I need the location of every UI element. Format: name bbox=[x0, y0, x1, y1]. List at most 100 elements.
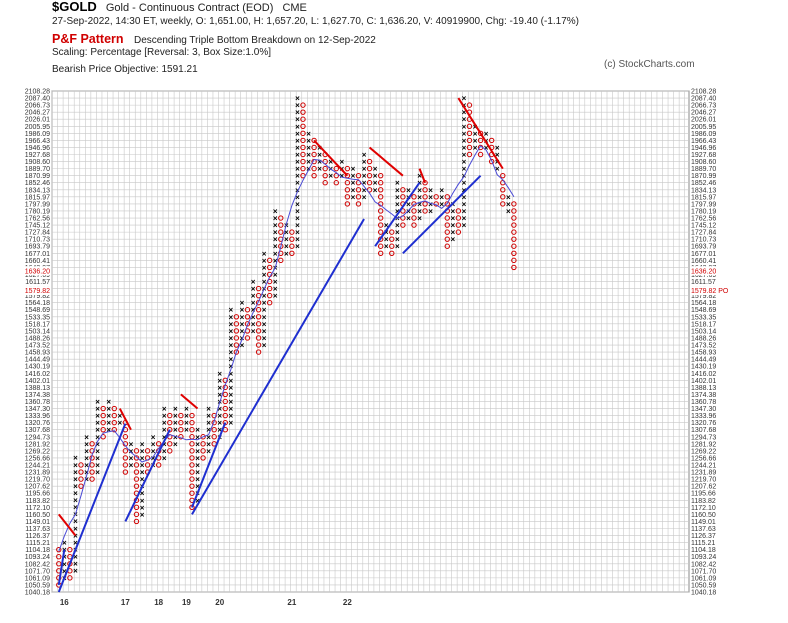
x-box: × bbox=[251, 292, 256, 301]
x-box: × bbox=[195, 461, 200, 470]
o-box bbox=[377, 229, 384, 235]
o-box bbox=[500, 194, 506, 200]
o-box bbox=[500, 201, 506, 207]
x-box: × bbox=[162, 454, 167, 463]
o-box bbox=[300, 144, 306, 151]
y-tick-label-right: 1966.43 bbox=[691, 138, 716, 145]
o-box bbox=[122, 448, 129, 454]
x-box: × bbox=[462, 94, 467, 103]
o-box bbox=[78, 469, 84, 475]
x-box: × bbox=[484, 143, 489, 152]
x-box: × bbox=[362, 186, 367, 195]
y-tick-label-right: 1579.82 bbox=[691, 293, 716, 300]
exchange-label: CME bbox=[282, 2, 307, 14]
pattern-row: P&F Pattern Descending Triple Bottom Bre… bbox=[52, 30, 376, 48]
x-box: × bbox=[228, 313, 233, 322]
y-tick-label-right: 1908.60 bbox=[691, 159, 716, 166]
o-box bbox=[178, 427, 184, 433]
o-box bbox=[444, 194, 450, 200]
o-box bbox=[89, 441, 95, 447]
x-box: × bbox=[473, 129, 478, 138]
y-tick-label-left: 1126.37 bbox=[25, 533, 50, 540]
o-box bbox=[89, 476, 95, 482]
x-box: × bbox=[140, 489, 145, 498]
o-box bbox=[244, 335, 251, 341]
y-tick-label-left: 1183.82 bbox=[25, 498, 50, 505]
x-box: × bbox=[262, 306, 267, 315]
o-box bbox=[444, 243, 450, 249]
x-box: × bbox=[428, 186, 433, 195]
x-box: × bbox=[240, 313, 245, 322]
o-box bbox=[133, 504, 140, 511]
x-box: × bbox=[195, 468, 200, 477]
o-box bbox=[189, 412, 195, 419]
x-box: × bbox=[284, 228, 289, 237]
x-box: × bbox=[228, 412, 233, 421]
y-tick-label-right: 1677.01 bbox=[691, 251, 716, 258]
o-box bbox=[511, 208, 517, 214]
y-tick-label-right: 1269.22 bbox=[691, 448, 716, 455]
o-box bbox=[300, 165, 306, 172]
o-box bbox=[167, 441, 173, 447]
x-box: × bbox=[228, 369, 233, 378]
y-tick-label-left: 1137.63 bbox=[25, 526, 50, 533]
o-box bbox=[289, 243, 295, 249]
x-box: × bbox=[140, 454, 145, 463]
o-box bbox=[133, 469, 140, 475]
x-box: × bbox=[295, 221, 300, 230]
o-box bbox=[244, 307, 251, 313]
x-box: × bbox=[417, 193, 422, 202]
y-tick-label-right: 1693.79 bbox=[691, 244, 716, 251]
y-tick-label-left: 1815.97 bbox=[25, 194, 50, 201]
x-box: × bbox=[395, 228, 400, 237]
y-tick-label-left: 1149.01 bbox=[25, 519, 50, 526]
x-box: × bbox=[362, 151, 367, 160]
x-box: × bbox=[428, 200, 433, 209]
x-box: × bbox=[217, 412, 222, 421]
o-box bbox=[377, 187, 384, 193]
y-tick-label-left: 1333.96 bbox=[25, 413, 50, 420]
o-box bbox=[377, 172, 384, 179]
x-box: × bbox=[417, 200, 422, 209]
o-box bbox=[511, 222, 517, 228]
x-box: × bbox=[228, 341, 233, 350]
x-box: × bbox=[184, 419, 189, 428]
o-box bbox=[344, 180, 351, 186]
y-tick-label-right: 1518.17 bbox=[691, 321, 716, 328]
o-box bbox=[200, 448, 206, 454]
support-trendline bbox=[374, 182, 421, 247]
y-tick-label-left: 1320.76 bbox=[25, 420, 50, 427]
o-box bbox=[178, 419, 184, 426]
x-box: × bbox=[462, 108, 467, 117]
o-box bbox=[266, 299, 273, 306]
y-tick-label-right: 1256.66 bbox=[691, 455, 716, 462]
x-box: × bbox=[184, 426, 189, 435]
x-box: × bbox=[395, 207, 400, 216]
y-tick-label-right: 1207.62 bbox=[691, 484, 716, 491]
x-box: × bbox=[151, 440, 156, 449]
o-box bbox=[100, 405, 106, 412]
o-box bbox=[189, 427, 195, 433]
x-box: × bbox=[462, 186, 467, 195]
x-box: × bbox=[295, 179, 300, 188]
o-box bbox=[122, 455, 129, 461]
o-box bbox=[366, 180, 373, 186]
o-box bbox=[466, 102, 473, 108]
o-box bbox=[255, 349, 262, 355]
o-box bbox=[422, 194, 428, 200]
x-box: × bbox=[273, 292, 278, 301]
x-box: × bbox=[417, 207, 422, 216]
o-box bbox=[111, 412, 117, 419]
x-box: × bbox=[351, 179, 356, 188]
current-price-label-bg-right bbox=[690, 266, 742, 276]
x-box: × bbox=[462, 179, 467, 188]
x-box: × bbox=[273, 249, 278, 258]
x-box: × bbox=[395, 235, 400, 244]
x-box: × bbox=[295, 165, 300, 174]
resistance-trendline bbox=[368, 146, 404, 177]
x-box: × bbox=[73, 560, 78, 569]
y-tick-label-right: 1430.19 bbox=[691, 364, 716, 371]
o-box bbox=[233, 328, 240, 334]
y-tick-label-right: 1320.76 bbox=[691, 420, 716, 427]
y-tick-label-right: 1082.42 bbox=[691, 561, 716, 568]
